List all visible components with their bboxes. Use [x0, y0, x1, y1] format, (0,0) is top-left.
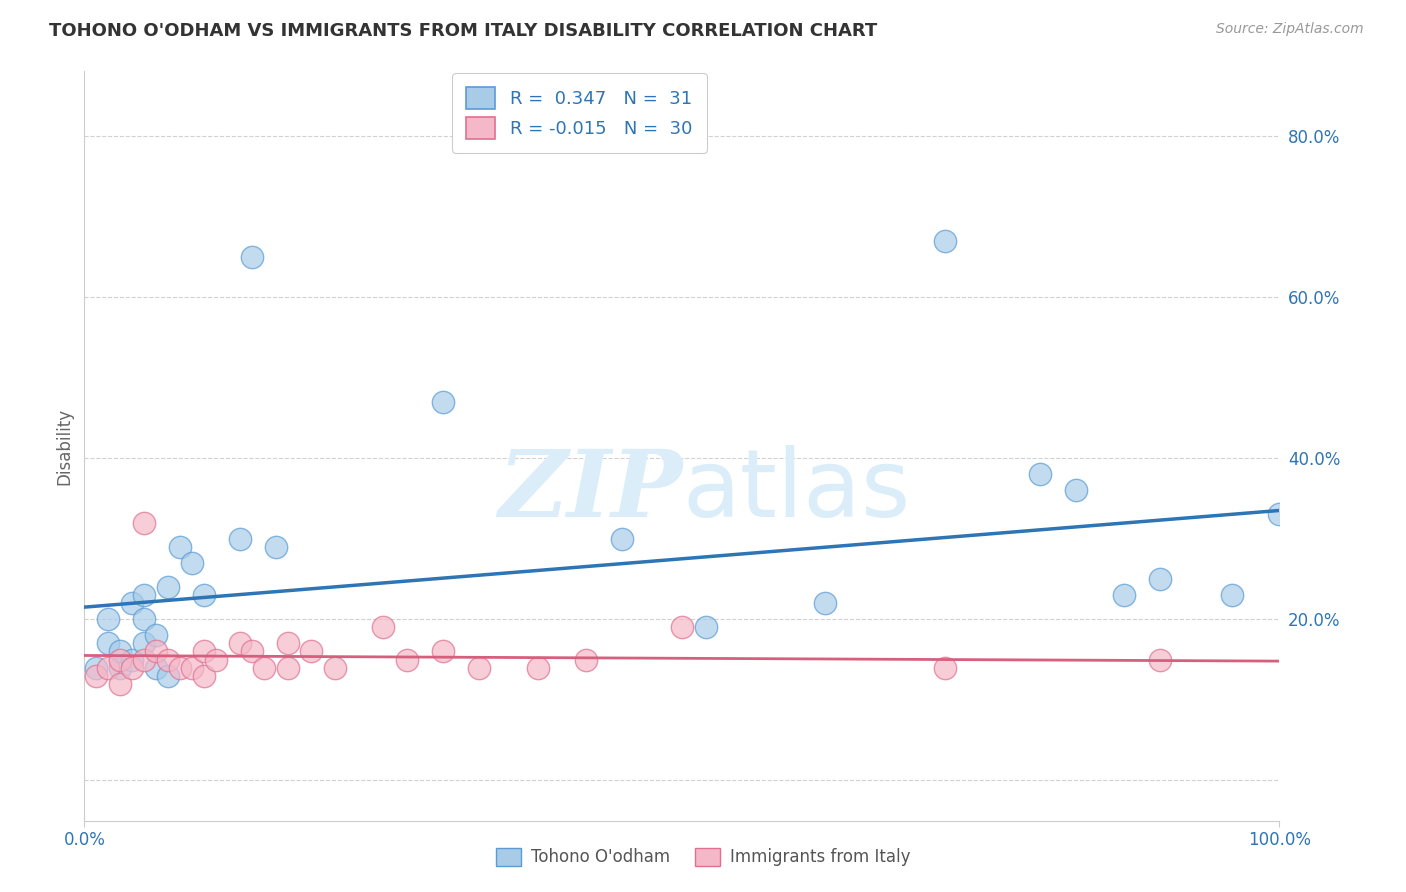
Point	[1268, 508, 1291, 522]
Legend: R =  0.347   N =  31, R = -0.015   N =  30: R = 0.347 N = 31, R = -0.015 N = 30	[451, 73, 707, 153]
Point	[145, 628, 167, 642]
Point	[132, 636, 156, 650]
Point	[527, 660, 550, 674]
Legend: Tohono O'odham, Immigrants from Italy: Tohono O'odham, Immigrants from Italy	[488, 839, 918, 875]
Point	[121, 660, 143, 674]
Point	[229, 532, 252, 546]
Point	[132, 652, 156, 666]
Point	[1220, 588, 1243, 602]
Point	[121, 652, 143, 666]
Point	[1149, 572, 1171, 586]
Point	[110, 676, 132, 690]
Point	[110, 644, 132, 658]
Text: Source: ZipAtlas.com: Source: ZipAtlas.com	[1216, 22, 1364, 37]
Point	[396, 652, 419, 666]
Point	[193, 668, 215, 682]
Point	[157, 580, 180, 594]
Point	[671, 620, 693, 634]
Point	[145, 644, 167, 658]
Point	[277, 636, 299, 650]
Point	[253, 660, 276, 674]
Point	[121, 596, 143, 610]
Point	[132, 612, 156, 626]
Point	[468, 660, 491, 674]
Point	[97, 612, 120, 626]
Point	[240, 644, 263, 658]
Point	[1029, 467, 1052, 482]
Point	[229, 636, 252, 650]
Point	[86, 660, 108, 674]
Point	[373, 620, 395, 634]
Point	[157, 652, 180, 666]
Point	[264, 540, 287, 554]
Point	[97, 636, 120, 650]
Point	[575, 652, 598, 666]
Point	[432, 394, 454, 409]
Point	[325, 660, 347, 674]
Point	[1114, 588, 1136, 602]
Point	[169, 660, 191, 674]
Point	[205, 652, 228, 666]
Point	[301, 644, 323, 658]
Point	[181, 556, 204, 570]
Point	[132, 588, 156, 602]
Point	[612, 532, 634, 546]
Point	[1066, 483, 1088, 498]
Point	[110, 652, 132, 666]
Point	[132, 516, 156, 530]
Point	[695, 620, 717, 634]
Point	[97, 660, 120, 674]
Y-axis label: Disability: Disability	[55, 408, 73, 484]
Point	[157, 668, 180, 682]
Point	[110, 660, 132, 674]
Point	[432, 644, 454, 658]
Point	[240, 250, 263, 264]
Point	[934, 234, 956, 248]
Point	[277, 660, 299, 674]
Point	[193, 588, 215, 602]
Point	[169, 540, 191, 554]
Point	[181, 660, 204, 674]
Point	[86, 668, 108, 682]
Point	[145, 660, 167, 674]
Point	[934, 660, 956, 674]
Point	[193, 644, 215, 658]
Point	[814, 596, 837, 610]
Text: TOHONO O'ODHAM VS IMMIGRANTS FROM ITALY DISABILITY CORRELATION CHART: TOHONO O'ODHAM VS IMMIGRANTS FROM ITALY …	[49, 22, 877, 40]
Point	[1149, 652, 1171, 666]
Text: atlas: atlas	[682, 445, 910, 537]
Text: ZIP: ZIP	[498, 446, 682, 536]
